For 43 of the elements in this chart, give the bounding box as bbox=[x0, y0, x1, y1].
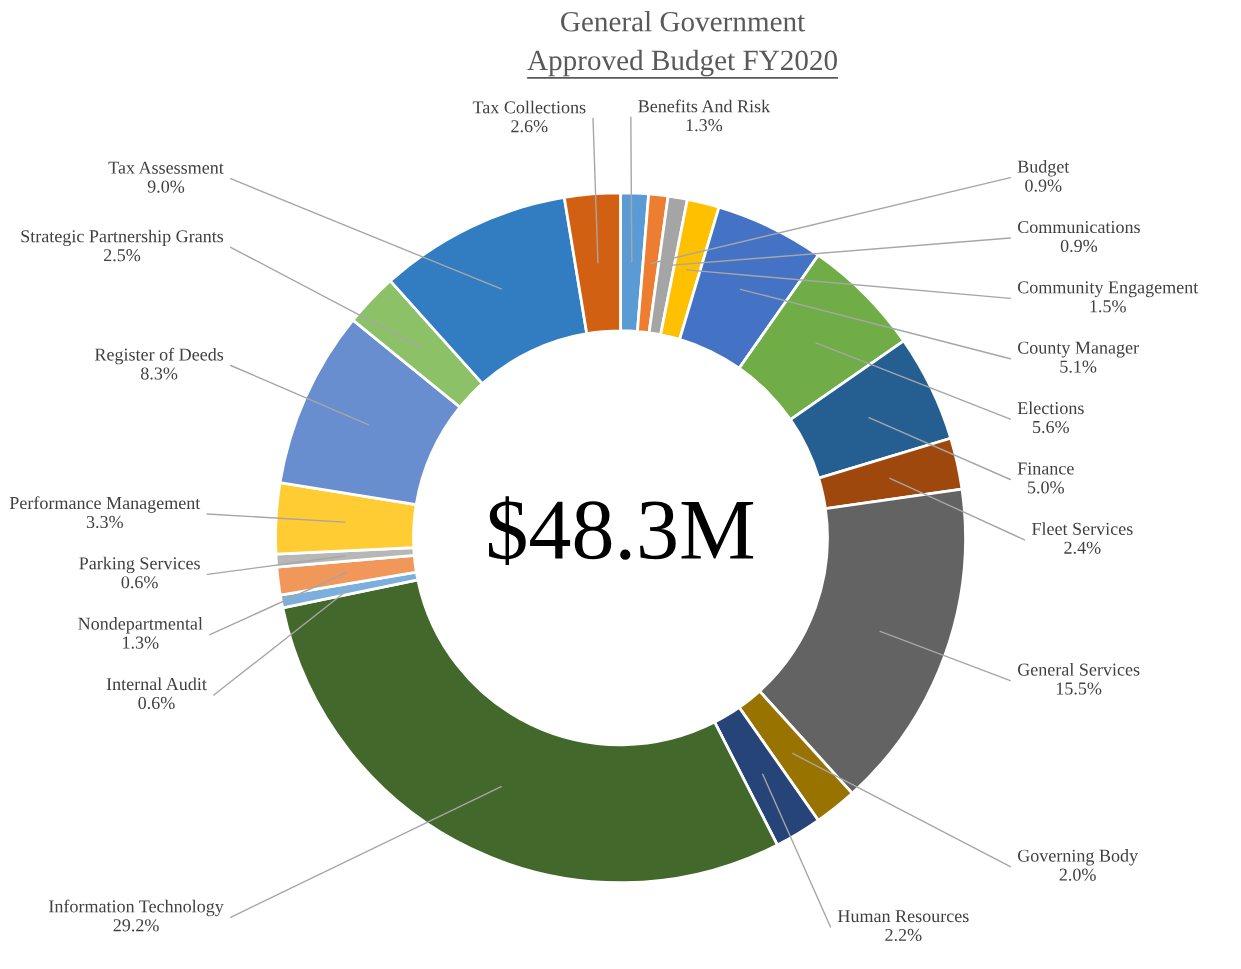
slice-label: Register of Deeds bbox=[94, 347, 224, 365]
chart-subtitle: Approved Budget FY2020 bbox=[527, 49, 837, 77]
slice-label: Strategic Partnership Grants bbox=[21, 229, 224, 247]
data-label: 8.3% bbox=[140, 367, 178, 380]
slice-label: Benefits And Risk bbox=[638, 99, 771, 113]
data-label: 0.6% bbox=[138, 696, 175, 710]
slice-label: General Services bbox=[1017, 663, 1140, 676]
slice-label: Fleet Services bbox=[1031, 522, 1133, 535]
slice-label: Communications bbox=[1017, 220, 1140, 234]
slice-label: County Manager bbox=[1017, 341, 1139, 358]
slice-label: Community Engagement bbox=[1017, 281, 1199, 298]
data-label: 9.0% bbox=[147, 180, 185, 193]
data-label: 2.5% bbox=[103, 249, 141, 262]
slice-label: Tax Collections bbox=[472, 100, 586, 114]
data-label: 5.0% bbox=[1028, 481, 1064, 494]
text: $48.3M bbox=[489, 496, 754, 566]
data-label: 1.3% bbox=[686, 119, 723, 132]
slice-label: Human Resources bbox=[837, 910, 969, 923]
data-label: 0.9% bbox=[1025, 179, 1062, 192]
slice-label: Tax Assessment bbox=[108, 161, 224, 174]
data-label: 2.6% bbox=[511, 120, 548, 133]
slice-label: Parking Services bbox=[79, 556, 200, 574]
slice-label: Governing Body bbox=[1017, 849, 1138, 866]
data-label: 0.9% bbox=[1060, 239, 1098, 253]
slice-label: Finance bbox=[1017, 462, 1074, 475]
data-label: 5.1% bbox=[1060, 360, 1097, 373]
slice-label: Nondepartmental bbox=[78, 617, 203, 634]
data-label: 2.2% bbox=[885, 928, 922, 942]
data-label: 0.6% bbox=[121, 576, 158, 589]
slice-label: Internal Audit bbox=[106, 677, 207, 691]
data-label: 15.5% bbox=[1056, 682, 1102, 695]
data-label: 2.0% bbox=[1059, 868, 1096, 881]
data-label: 1.5% bbox=[1090, 300, 1126, 313]
data-label: 2.4% bbox=[1064, 541, 1101, 554]
data-label: 3.3% bbox=[86, 515, 123, 529]
data-label: 1.3% bbox=[123, 636, 159, 649]
slice-label: Performance Management bbox=[9, 496, 201, 513]
chart-title: General Government bbox=[561, 11, 806, 32]
slice-label: Elections bbox=[1017, 401, 1084, 415]
slice-label: Budget bbox=[1017, 160, 1070, 177]
data-label: 5.6% bbox=[1033, 420, 1069, 434]
slice-label: Information Technology bbox=[49, 899, 224, 917]
data-label: 29.2% bbox=[113, 919, 159, 932]
